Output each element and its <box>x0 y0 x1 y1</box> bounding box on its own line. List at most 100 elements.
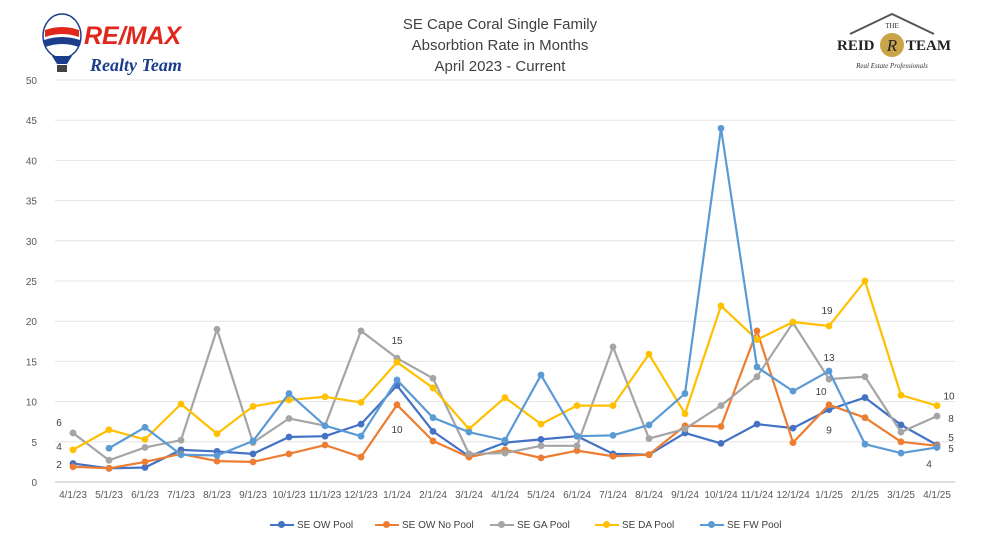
data-point-se-fw-pool <box>321 422 329 430</box>
data-point-se-fw-pool <box>537 371 545 379</box>
data-point-se-da-pool <box>69 446 77 454</box>
data-label: 6 <box>56 418 62 429</box>
data-point-se-da-pool <box>753 336 761 344</box>
x-tick-label: 1/1/25 <box>815 490 843 501</box>
x-tick-label: 3/1/24 <box>455 490 483 501</box>
data-point-se-fw-pool <box>213 452 221 459</box>
y-tick-label: 35 <box>26 197 38 208</box>
data-point-se-fw-pool <box>825 367 833 375</box>
legend-swatch <box>700 521 724 529</box>
data-point-se-ow-no-pool <box>861 414 869 422</box>
chart-title-line-3: April 2023 - Current <box>434 58 566 75</box>
data-point-se-fw-pool <box>141 423 149 431</box>
legend: SE OW Pool SE OW No Pool SE GA Pool SE DA P… <box>0 520 1000 540</box>
data-point-se-ga-pool <box>753 373 761 381</box>
y-tick-label: 45 <box>26 116 38 127</box>
y-tick-label: 40 <box>26 156 38 167</box>
reid-tagline: Real Estate Professionals <box>855 62 928 70</box>
reid-name-right: TEAM <box>906 38 951 54</box>
x-tick-label: 4/1/25 <box>923 490 951 501</box>
x-tick-label: 8/1/24 <box>635 490 663 501</box>
data-point-se-ga-pool <box>681 425 689 433</box>
series-line-se-fw-pool <box>108 127 938 457</box>
data-label: 2 <box>56 460 62 471</box>
legend-label: SE OW No Pool <box>402 520 474 531</box>
legend-item: SE DA Pool <box>595 520 674 531</box>
x-tick-label: 1/1/24 <box>383 490 411 501</box>
chart-title-line-1: SE Cape Coral Single Family <box>402 16 598 33</box>
reid-monogram: R <box>886 36 898 55</box>
x-tick-label: 9/1/23 <box>239 490 267 501</box>
balloon-icon <box>42 13 82 72</box>
data-point-se-ga-pool <box>645 435 653 442</box>
legend-swatch <box>375 521 399 529</box>
data-point-se-da-pool <box>249 403 257 410</box>
x-tick-label: 6/1/23 <box>131 490 159 501</box>
data-label: 10 <box>391 425 403 436</box>
data-point-se-ga-pool <box>825 375 833 383</box>
legend-label: SE FW Pool <box>727 520 782 531</box>
data-label: 13 <box>823 353 835 364</box>
data-point-se-fw-pool <box>609 431 617 439</box>
y-tick-label: 10 <box>26 398 38 409</box>
data-point-se-ga-pool <box>537 442 545 450</box>
data-point-se-da-pool <box>573 402 581 410</box>
roof-icon <box>849 12 935 35</box>
data-point-se-da-pool <box>825 322 833 330</box>
data-point-se-da-pool <box>933 402 941 410</box>
y-tick-label: 15 <box>26 357 38 368</box>
data-point-se-ow-no-pool <box>609 452 617 460</box>
data-point-se-da-pool <box>393 358 401 366</box>
data-point-se-ow-no-pool <box>141 458 149 466</box>
x-tick-label: 11/1/23 <box>309 490 342 501</box>
chart-title: SE Cape Coral Single Family Absorbtion R… <box>300 14 700 77</box>
data-point-se-ow-pool <box>717 440 725 447</box>
data-point-se-fw-pool <box>465 428 473 436</box>
data-point-se-da-pool <box>645 350 653 358</box>
data-point-se-ow-no-pool <box>393 401 401 409</box>
data-point-se-da-pool <box>141 435 149 443</box>
data-point-se-fw-pool <box>501 436 509 444</box>
x-tick-label: 12/1/24 <box>776 490 810 501</box>
data-point-se-ga-pool <box>573 442 581 450</box>
data-point-se-ga-pool <box>429 374 437 382</box>
data-point-se-da-pool <box>105 426 113 434</box>
data-label: 4 <box>926 459 932 470</box>
legend-label: SE GA Pool <box>517 520 570 531</box>
data-label: 9 <box>826 426 832 437</box>
chart-title-line-2: Absorbtion Rate in Months <box>411 37 589 54</box>
data-point-se-ow-pool <box>897 421 905 429</box>
data-point-se-da-pool <box>681 410 689 418</box>
data-point-se-fw-pool <box>393 376 401 384</box>
data-point-se-fw-pool <box>933 444 941 451</box>
data-point-se-ow-pool <box>249 450 257 458</box>
x-tick-label: 2/1/24 <box>419 490 447 501</box>
data-point-se-ow-no-pool <box>429 437 437 445</box>
series-line-se-da-pool <box>72 279 938 451</box>
data-point-se-fw-pool <box>177 451 185 459</box>
data-point-se-ow-pool <box>789 424 797 432</box>
x-tick-label: 7/1/23 <box>167 490 195 501</box>
reid-team-logo: THE REID R TEAM Real Estate Professional… <box>832 8 952 80</box>
data-point-se-ow-pool <box>141 464 149 471</box>
data-point-se-ga-pool <box>357 327 365 335</box>
legend-item: SE OW No Pool <box>375 520 474 531</box>
remax-tagline: Realty Team <box>89 55 182 75</box>
x-tick-label: 4/1/24 <box>491 490 519 501</box>
data-point-se-fw-pool <box>249 437 257 445</box>
data-point-se-fw-pool <box>645 421 653 429</box>
data-point-se-ow-pool <box>321 432 329 440</box>
data-point-se-ow-no-pool <box>321 441 329 449</box>
legend-item: SE GA Pool <box>490 520 570 531</box>
remax-brand: RE/MAX <box>84 22 183 50</box>
reid-name-left: REID <box>837 38 875 54</box>
data-point-se-ga-pool <box>69 429 77 437</box>
data-point-se-da-pool <box>789 318 797 326</box>
data-point-se-ow-no-pool <box>573 447 581 455</box>
data-point-se-ow-no-pool <box>897 438 905 446</box>
data-point-se-fw-pool <box>861 440 869 448</box>
x-tick-label: 10/1/23 <box>272 490 306 501</box>
data-point-se-ow-pool <box>753 420 761 428</box>
data-point-se-ow-no-pool <box>789 439 797 447</box>
